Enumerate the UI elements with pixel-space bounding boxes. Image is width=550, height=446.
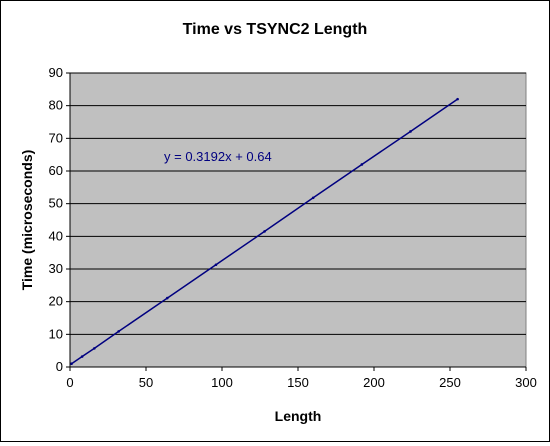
data-point (80, 355, 84, 358)
data-point (311, 196, 315, 200)
x-tick-label: 50 (139, 375, 153, 390)
y-tick-label: 90 (49, 65, 63, 80)
y-tick-label: 30 (49, 261, 63, 276)
x-tick-label: 200 (363, 375, 385, 390)
data-point (93, 347, 96, 350)
trendline-equation: y = 0.3192x + 0.64 (164, 149, 272, 164)
y-tick-label: 60 (49, 163, 63, 178)
plot-area (69, 72, 527, 368)
y-tick-label: 50 (49, 196, 63, 211)
data-point (165, 296, 169, 300)
data-point (409, 130, 412, 133)
data-point (214, 263, 218, 267)
x-tick-label: 0 (66, 375, 73, 390)
series-layer (70, 97, 459, 366)
data-point (70, 362, 73, 366)
y-tick-label: 10 (49, 326, 63, 341)
y-tick-label: 0 (56, 359, 63, 374)
y-axis-title: Time (microseconds) (19, 150, 35, 291)
gridlines (70, 72, 526, 335)
x-axis-title: Length (275, 408, 322, 424)
y-tick-label: 40 (49, 228, 63, 243)
chart-title: Time vs TSYNC2 Length (183, 21, 368, 38)
x-tick-label: 300 (515, 375, 537, 390)
y-tick-label: 70 (49, 130, 63, 145)
axis-ticks: 0 10 20 30 40 50 60 70 80 90 0 50 100 150 200 250 300 (49, 65, 537, 390)
y-tick-label: 80 (49, 98, 63, 113)
data-point (360, 163, 364, 166)
x-tick-label: 250 (439, 375, 461, 390)
x-tick-label: 150 (287, 375, 309, 390)
y-tick-label: 20 (49, 294, 63, 309)
data-point (117, 330, 120, 333)
data-point (263, 230, 266, 233)
data-point (456, 97, 459, 101)
x-tick-label: 100 (211, 375, 233, 390)
